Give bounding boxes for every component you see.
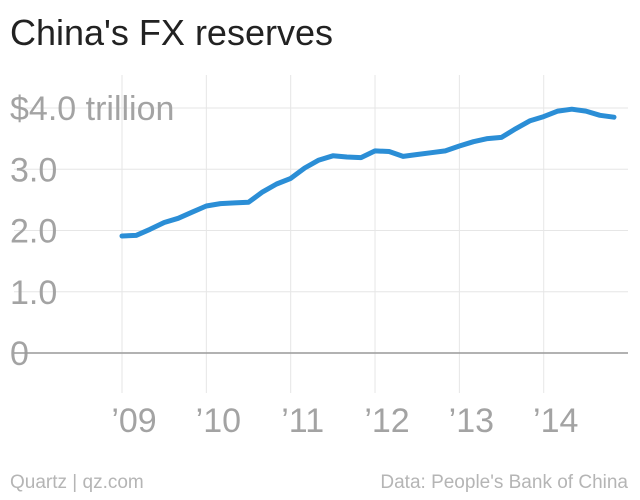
x-tick-label: ’11 [281, 402, 324, 440]
x-tick-label: ’13 [449, 402, 494, 440]
y-tick-label: 2.0 [10, 213, 57, 251]
y-tick-label: 3.0 [10, 151, 57, 189]
x-tick-label: ’09 [111, 402, 156, 440]
y-tick-label: 1.0 [10, 274, 57, 312]
y-tick-label: $4.0 trillion [10, 90, 174, 128]
publisher-credit: Quartz | qz.com [10, 472, 144, 493]
data-source: Data: People's Bank of China [380, 472, 628, 493]
x-tick-label: ’12 [364, 402, 409, 440]
x-tick-label: ’10 [196, 402, 241, 440]
chart-title: China's FX reserves [10, 12, 333, 53]
x-tick-label: ’14 [533, 402, 578, 440]
y-tick-label: 0 [10, 335, 29, 373]
fx-reserves-line [119, 106, 617, 239]
